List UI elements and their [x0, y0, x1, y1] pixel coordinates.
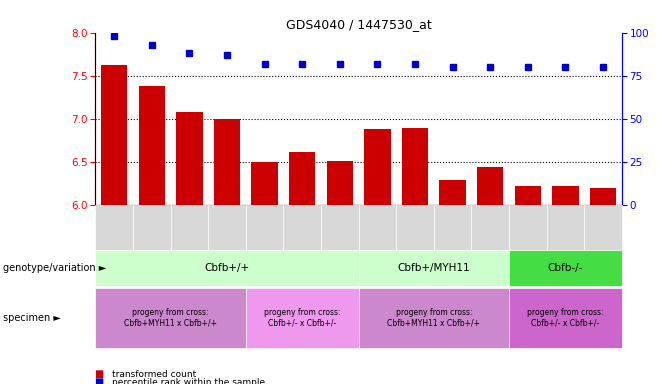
Bar — [176, 112, 203, 205]
Text: progeny from cross:
Cbfb+/- x Cbfb+/-: progeny from cross: Cbfb+/- x Cbfb+/- — [527, 308, 603, 328]
Bar — [515, 187, 541, 205]
Bar — [590, 188, 616, 205]
Bar — [365, 129, 391, 205]
Bar — [552, 187, 578, 205]
Bar — [477, 167, 503, 205]
Bar — [214, 119, 240, 205]
Bar — [402, 127, 428, 205]
Bar — [101, 65, 128, 205]
Text: progeny from cross:
Cbfb+MYH11 x Cbfb+/+: progeny from cross: Cbfb+MYH11 x Cbfb+/+ — [124, 308, 217, 328]
Bar — [251, 162, 278, 205]
Bar — [139, 86, 165, 205]
Text: genotype/variation ►: genotype/variation ► — [3, 263, 107, 273]
Bar — [289, 152, 315, 205]
Text: ■: ■ — [95, 369, 108, 379]
Text: transformed count: transformed count — [112, 370, 196, 379]
Text: Cbfb+/+: Cbfb+/+ — [205, 263, 249, 273]
Text: Cbfb-/-: Cbfb-/- — [547, 263, 583, 273]
Bar — [326, 161, 353, 205]
Bar — [440, 180, 466, 205]
Text: progeny from cross:
Cbfb+MYH11 x Cbfb+/+: progeny from cross: Cbfb+MYH11 x Cbfb+/+ — [388, 308, 480, 328]
Text: specimen ►: specimen ► — [3, 313, 61, 323]
Text: percentile rank within the sample: percentile rank within the sample — [112, 377, 265, 384]
Text: Cbfb+/MYH11: Cbfb+/MYH11 — [397, 263, 470, 273]
Title: GDS4040 / 1447530_at: GDS4040 / 1447530_at — [286, 18, 432, 31]
Text: progeny from cross:
Cbfb+/- x Cbfb+/-: progeny from cross: Cbfb+/- x Cbfb+/- — [264, 308, 340, 328]
Text: ■: ■ — [95, 377, 108, 384]
